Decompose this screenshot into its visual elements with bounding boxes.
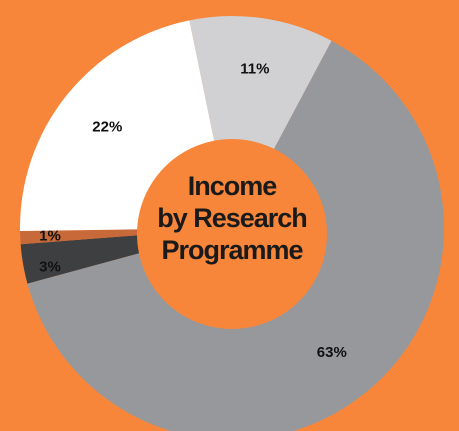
slice-label: 22% bbox=[92, 119, 122, 136]
chart-title: by Research bbox=[157, 203, 307, 233]
donut-hole bbox=[137, 139, 327, 329]
slice-label: 63% bbox=[317, 344, 347, 361]
slice-label: 11% bbox=[240, 61, 269, 78]
slice-label: 1% bbox=[39, 227, 61, 244]
slice-label: 3% bbox=[39, 258, 61, 275]
chart-title: Programme bbox=[161, 235, 303, 265]
chart-title: Income bbox=[188, 171, 278, 201]
